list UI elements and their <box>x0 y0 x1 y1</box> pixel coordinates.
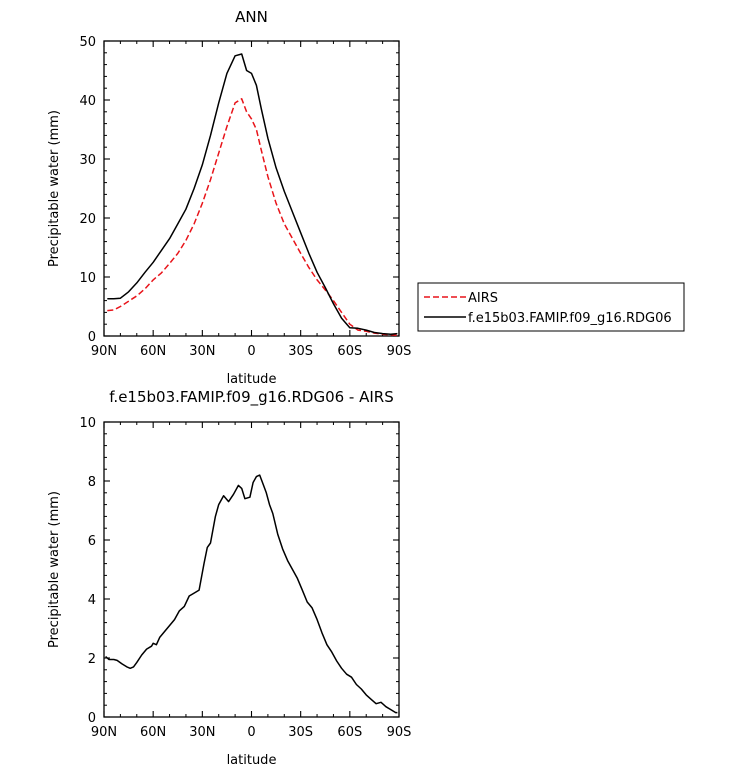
legend-entry-label: AIRS <box>468 291 498 306</box>
x-tick-label: 90N <box>91 725 117 740</box>
x-tick-label: 30S <box>288 344 313 359</box>
legend-entry-label: f.e15b03.FAMIP.f09_g16.RDG06 <box>468 311 672 326</box>
y-tick-label: 50 <box>79 35 96 50</box>
x-axis-label: latitude <box>227 753 277 768</box>
y-tick-label: 0 <box>88 330 96 345</box>
y-tick-label: 2 <box>88 652 96 667</box>
x-tick-label: 30N <box>189 344 215 359</box>
x-tick-label: 0 <box>247 344 255 359</box>
series-line-difference-0 <box>105 474 398 714</box>
x-tick-label: 60S <box>337 725 362 740</box>
x-tick-label: 60S <box>337 344 362 359</box>
x-tick-label: 30N <box>189 725 215 740</box>
x-tick-label: 90N <box>91 344 117 359</box>
y-tick-label: 4 <box>88 593 96 608</box>
y-tick-label: 0 <box>88 711 96 726</box>
top-line-chart: 90N 60N 30N 0 30S 60S 90S 0 10 20 30 40 50 ANN latitud… <box>47 8 411 387</box>
y-tick-label: 8 <box>88 475 96 490</box>
x-tick-label: 90S <box>387 725 412 740</box>
x-tick-label: 60N <box>140 725 166 740</box>
x-tick-label: 90S <box>387 344 412 359</box>
y-tick-label: 10 <box>79 416 96 431</box>
y-tick-label: 10 <box>79 271 96 286</box>
y-axis-label: Precipitable water (mm) <box>47 491 62 648</box>
y-tick-label: 6 <box>88 534 96 549</box>
y-tick-label: 30 <box>79 153 96 168</box>
y-tick-label: 20 <box>79 212 96 227</box>
x-tick-label: 0 <box>247 725 255 740</box>
bottom-line-chart: 90N 60N 30N 0 30S 60S 90S 0 2 4 6 8 10 f.e15b03.FAMIP… <box>47 388 411 768</box>
y-axis-label: Precipitable water (mm) <box>47 110 62 267</box>
series-line-f-e15b03-famip-f09-g16-rdg06 <box>107 53 398 335</box>
y-tick-label: 40 <box>79 94 96 109</box>
legend-box <box>417 282 685 332</box>
chart-title: ANN <box>235 8 268 26</box>
x-tick-label: 60N <box>140 344 166 359</box>
plot-frame <box>103 40 400 337</box>
plot-frame <box>103 421 400 718</box>
x-tick-label: 30S <box>288 725 313 740</box>
chart-title: f.e15b03.FAMIP.f09_g16.RDG06 - AIRS <box>109 388 394 407</box>
legend: AIRS f.e15b03.FAMIP.f09_g16.RDG06 <box>417 282 685 332</box>
x-axis-label: latitude <box>227 372 277 387</box>
series-line-airs <box>107 98 398 337</box>
